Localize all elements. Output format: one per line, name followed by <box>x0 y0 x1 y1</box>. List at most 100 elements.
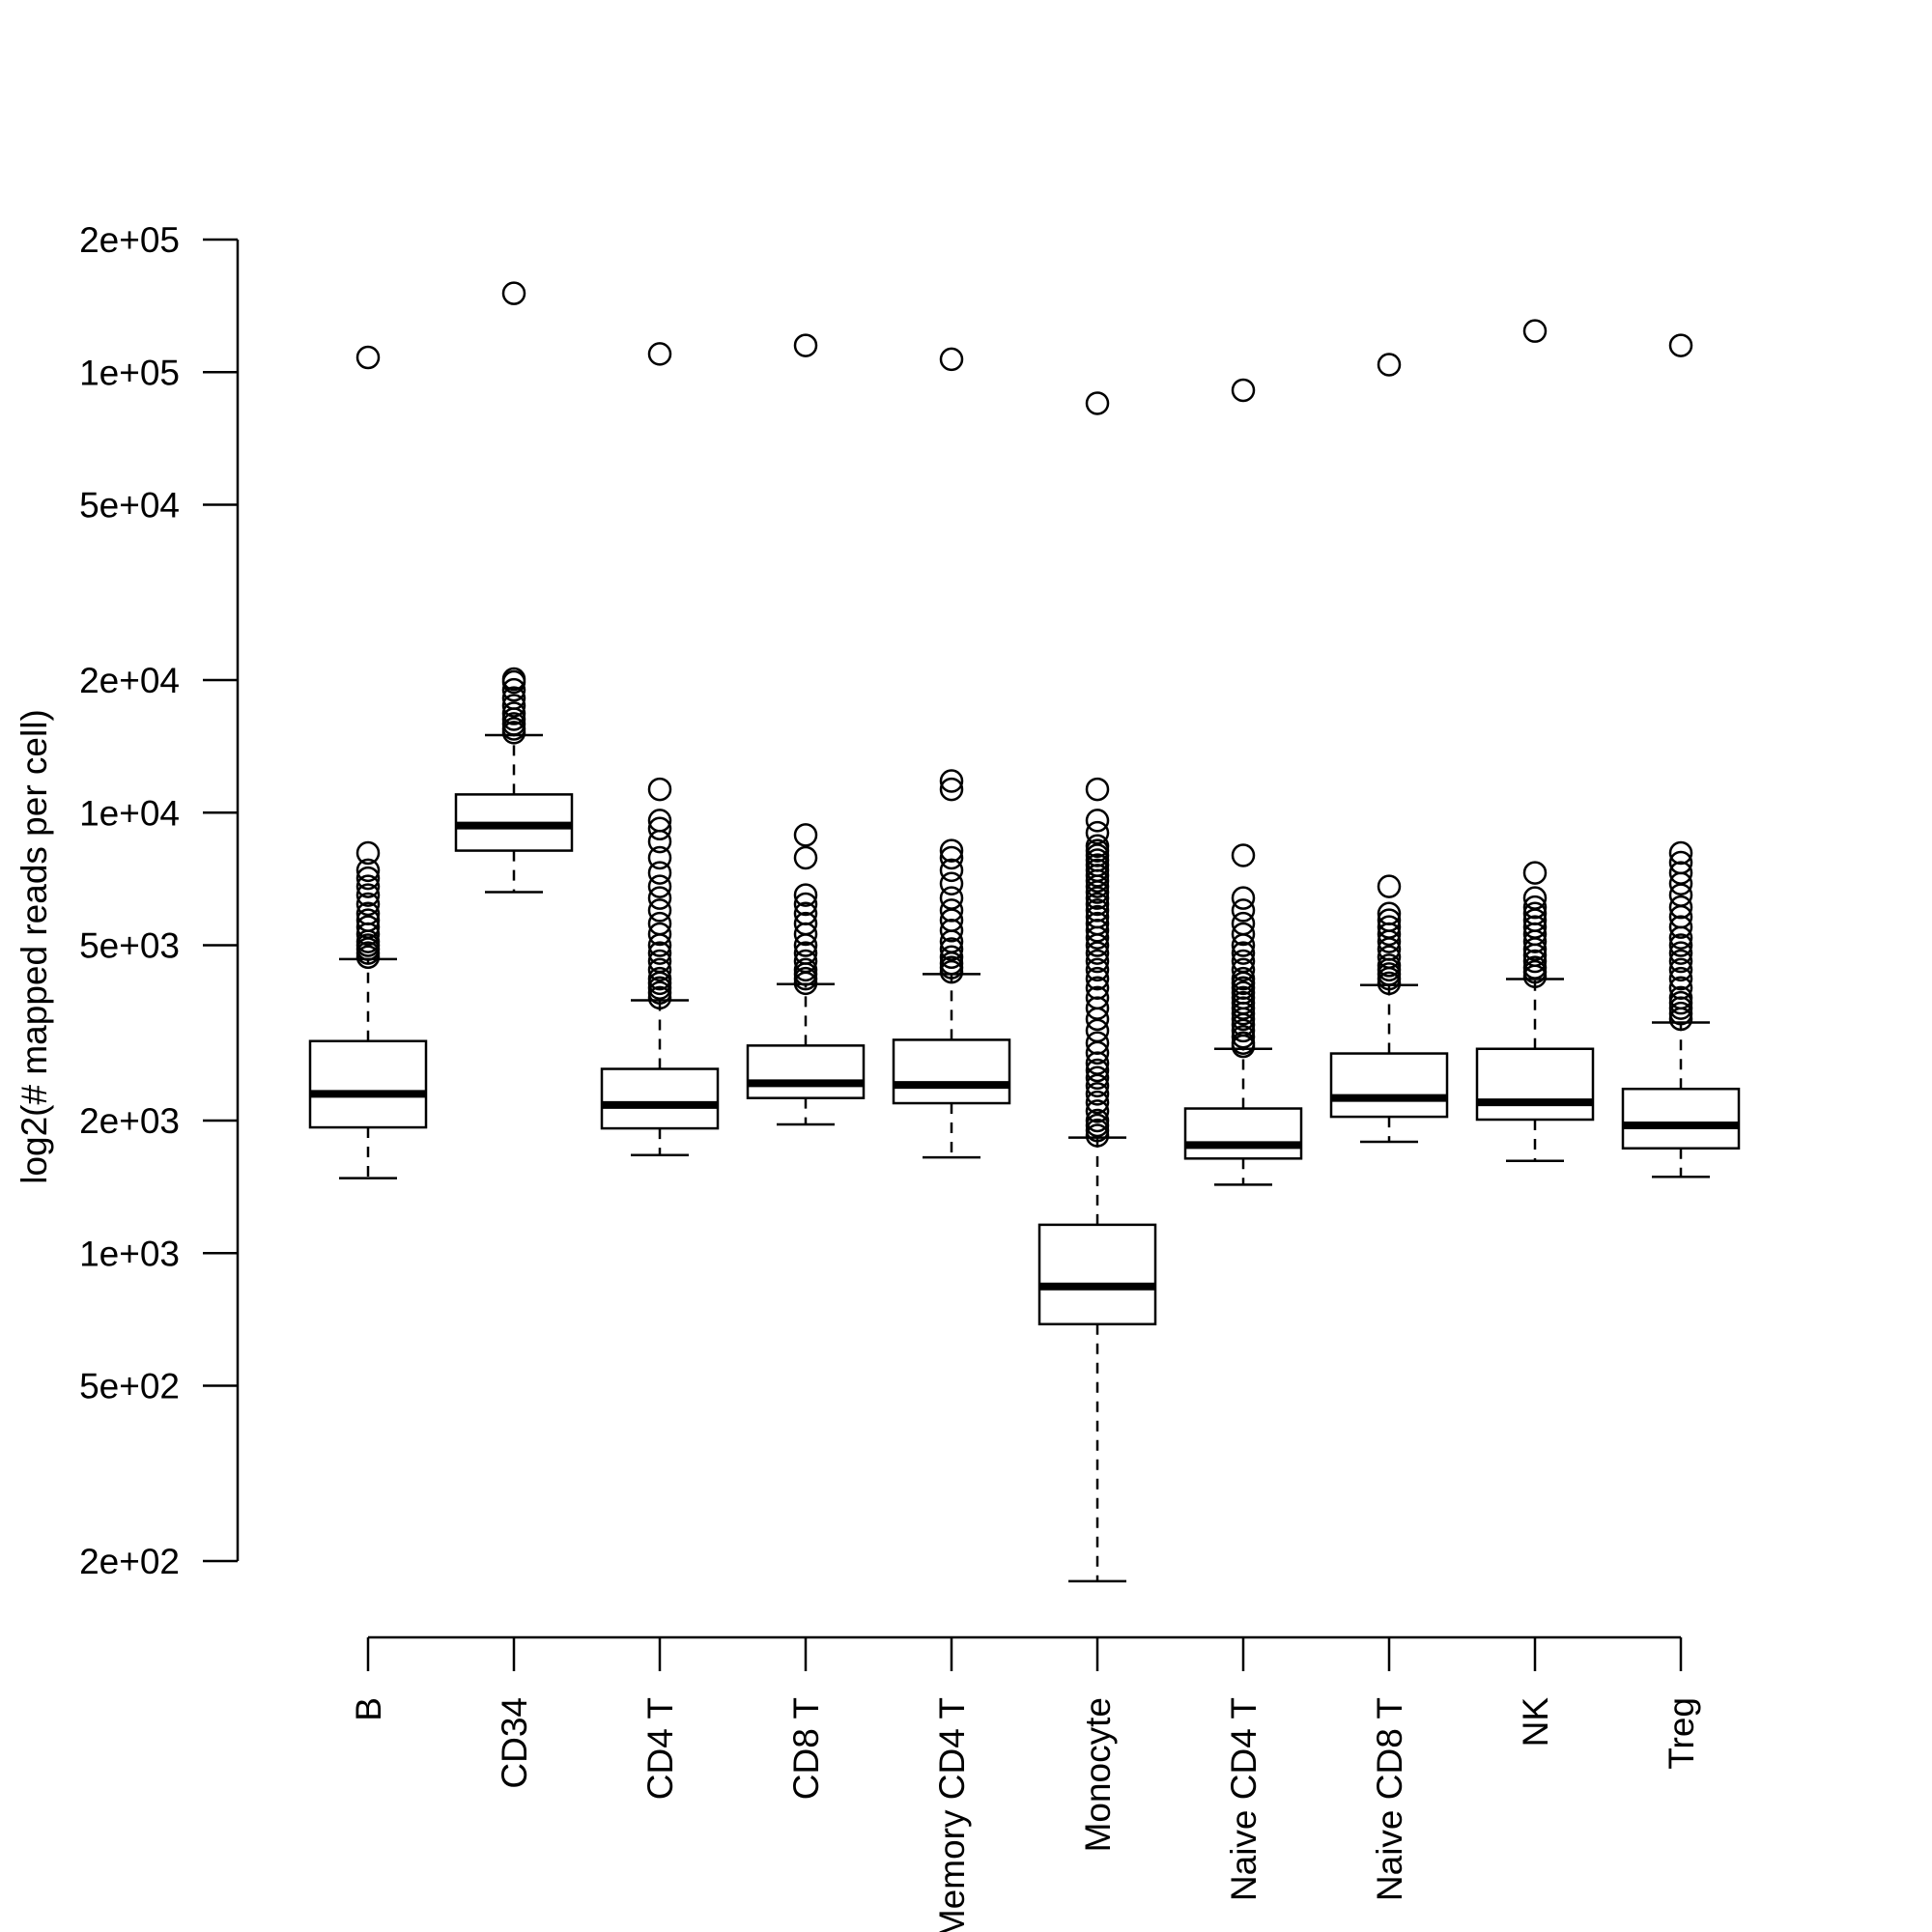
outlier-point <box>1231 886 1256 910</box>
y-tick-label: 2e+04 <box>79 661 180 700</box>
outlier-point <box>647 886 672 910</box>
outlier-point <box>1085 1058 1110 1083</box>
outlier-point <box>1522 915 1548 939</box>
outlier-point <box>1522 319 1548 343</box>
outlier-point <box>1668 941 1693 965</box>
outlier-point <box>501 686 526 710</box>
outlier-point <box>1085 1031 1110 1055</box>
outlier-point <box>647 911 672 936</box>
outlier-point <box>939 858 964 883</box>
outlier-point <box>1085 904 1110 929</box>
outlier-point <box>939 937 964 961</box>
y-tick-label: 5e+04 <box>79 486 180 526</box>
outlier-point <box>1231 941 1256 965</box>
outlier-point <box>1231 966 1256 991</box>
outlier-point <box>1231 957 1256 982</box>
outlier-point <box>939 886 964 910</box>
outlier-point <box>355 345 381 370</box>
outlier-point <box>1668 850 1693 875</box>
outlier-point <box>1522 901 1548 926</box>
outlier-point <box>1668 1001 1693 1026</box>
x-tick-label: NK <box>1516 1697 1555 1747</box>
box-series <box>308 281 1741 1583</box>
outlier-point <box>1085 976 1110 1000</box>
outlier-point <box>939 945 964 970</box>
iqr-box <box>1183 1107 1303 1160</box>
outlier-point <box>1085 1090 1110 1115</box>
x-tick-label: Naive CD8 T <box>1370 1697 1409 1901</box>
outlier-point <box>1668 933 1693 957</box>
outlier-point <box>1085 1082 1110 1106</box>
outlier-point <box>647 922 672 947</box>
iqr-box <box>600 1067 720 1130</box>
outlier-point <box>793 911 818 936</box>
outlier-point <box>1668 840 1693 866</box>
box-naive-cd4-t <box>1183 378 1303 1186</box>
iqr-box <box>1037 1223 1157 1326</box>
outlier-point <box>793 901 818 926</box>
x-tick-label: CD8 T <box>786 1697 826 1800</box>
outlier-point <box>1085 966 1110 991</box>
outlier-point <box>647 342 672 366</box>
outlier-point <box>1377 901 1402 926</box>
outlier-point <box>939 845 964 870</box>
outlier-point <box>501 281 526 305</box>
outlier-point <box>1377 945 1402 970</box>
outlier-point <box>647 829 672 854</box>
box-nk <box>1475 319 1595 1162</box>
outlier-point <box>1085 1108 1110 1133</box>
outlier-point <box>1522 949 1548 974</box>
outlier-point <box>1085 1065 1110 1091</box>
outlier-point <box>793 957 818 982</box>
outlier-point <box>939 871 964 896</box>
outlier-point <box>793 845 818 870</box>
outlier-point <box>939 347 964 372</box>
box-treg <box>1621 333 1741 1179</box>
outlier-point <box>1377 353 1402 377</box>
x-tick-label: CD34 <box>495 1697 534 1789</box>
outlier-point <box>1668 985 1693 1010</box>
x-tick-label: Monocyte <box>1078 1697 1118 1852</box>
x-tick-label: Treg <box>1662 1697 1701 1770</box>
y-tick-label: 5e+02 <box>79 1367 180 1406</box>
outlier-point <box>1231 843 1256 867</box>
outlier-point <box>1085 1073 1110 1098</box>
outlier-point <box>793 949 818 974</box>
outlier-point <box>647 874 672 898</box>
outlier-point <box>1085 911 1110 936</box>
x-tick-label: B <box>349 1697 388 1721</box>
outlier-point <box>647 941 672 965</box>
iqr-box <box>1621 1087 1741 1150</box>
outlier-point <box>355 840 381 866</box>
outlier-point <box>501 667 526 692</box>
outlier-point <box>355 883 381 907</box>
box-monocyte <box>1037 391 1157 1583</box>
outlier-point <box>1522 895 1548 920</box>
y-tick-label: 1e+05 <box>79 353 180 392</box>
outlier-point <box>939 777 964 802</box>
outlier-point <box>1377 953 1402 978</box>
iqr-box <box>746 1044 866 1099</box>
outlier-point <box>793 892 818 917</box>
outlier-point <box>355 858 381 883</box>
outlier-point <box>647 777 672 802</box>
outlier-point <box>501 694 526 718</box>
outlier-point <box>939 838 964 863</box>
outlier-point <box>647 809 672 833</box>
outlier-point <box>1231 1018 1256 1043</box>
outlier-point <box>1668 966 1693 991</box>
outlier-point <box>1231 1024 1256 1049</box>
outlier-point <box>1085 985 1110 1010</box>
y-tick-label: 5e+03 <box>79 926 180 966</box>
y-tick-label: 2e+02 <box>79 1542 180 1581</box>
outlier-point <box>1085 1018 1110 1043</box>
outlier-point <box>1085 820 1110 845</box>
outlier-point <box>647 845 672 870</box>
box-b <box>308 345 428 1179</box>
y-tick-label: 2e+03 <box>79 1101 180 1141</box>
outlier-point <box>355 892 381 917</box>
outlier-point <box>647 957 672 982</box>
x-axis: B CD34 CD4 T CD8 T Memory CD4 T Monocyte Naive… <box>349 1635 1701 1932</box>
outlier-point <box>793 333 818 357</box>
